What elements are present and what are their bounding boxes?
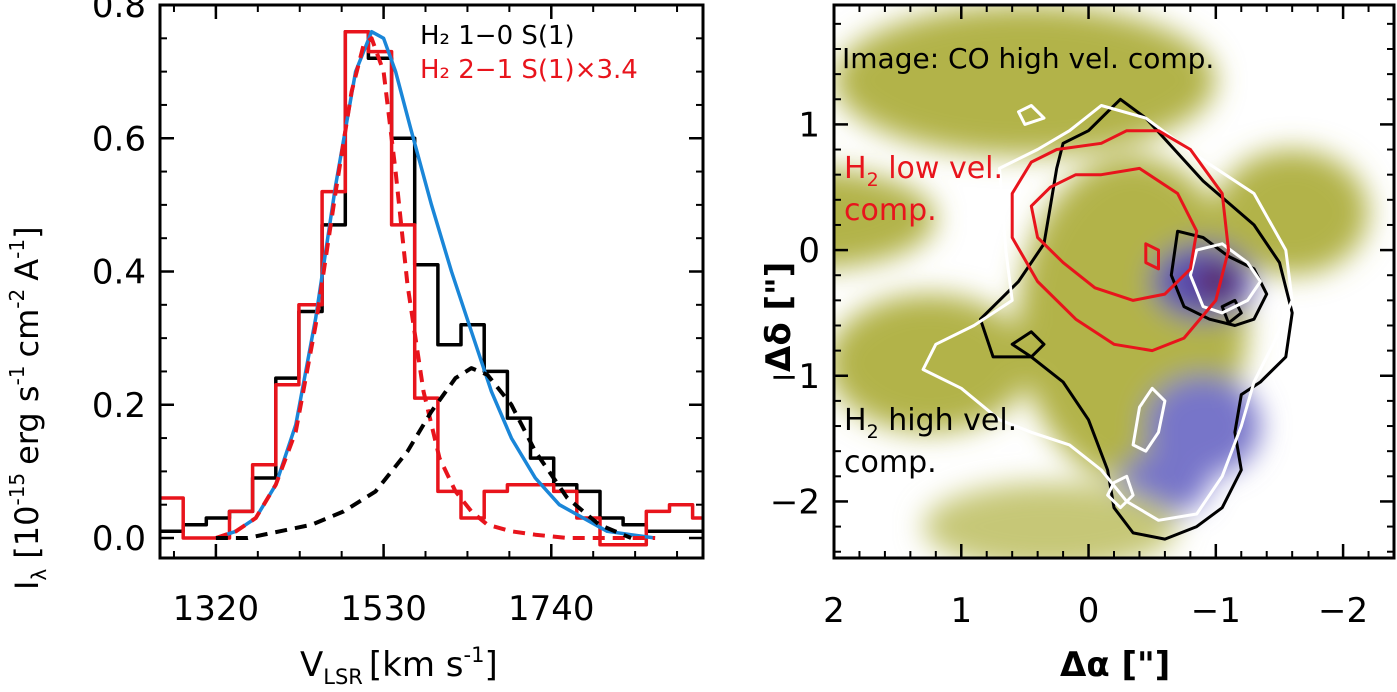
- spectrum-y-tick-label: 0.0: [92, 519, 146, 559]
- co-map-title: Image: CO high vel. comp.: [842, 42, 1214, 75]
- co-contour: [1188, 242, 1262, 315]
- co-map-x-tick-label: 1: [950, 591, 972, 631]
- total-fit-curve: [215, 29, 656, 540]
- co-map-y-axis-label: Δδ ["]: [759, 262, 799, 372]
- h2-10-spectrum-steps: [160, 29, 703, 534]
- h2-low-vel-contour: [1144, 242, 1160, 271]
- co-emission-blob: [834, 5, 1216, 156]
- spectrum-y-tick-label: 0.6: [92, 119, 146, 159]
- co-map-y-tick-label: −2: [770, 482, 820, 522]
- co-map-x-axis-label: Δα ["]: [1060, 645, 1170, 685]
- co-contour: [921, 104, 1294, 522]
- h2-high-vel-contour: [1010, 330, 1046, 359]
- h2-high-vel-annotation: H2 high vel. comp.: [844, 403, 1017, 480]
- co-map-x-tick-label: 2: [823, 591, 845, 631]
- h2-low-vel-contour: [1029, 166, 1199, 302]
- co-map-image: [834, 5, 1394, 558]
- co-emission-blob: [834, 294, 1032, 433]
- contour-layer: [921, 97, 1294, 541]
- h2-high-vel-contour: [1220, 298, 1243, 325]
- spectrum-y-tick-label: 0.4: [92, 253, 146, 293]
- co-contour: [1106, 474, 1135, 510]
- h2-high-vel-contour: [1169, 229, 1269, 327]
- co-map-x-tick-label: −2: [1318, 591, 1368, 631]
- spectrum-x-axis-label: VLSR [km s-1]: [300, 643, 498, 689]
- co-contour: [1131, 386, 1167, 453]
- legend-entry-h2-21: H₂ 2−1 S(1)×3.4: [420, 55, 638, 85]
- spectrum-x-tick-label: 1740: [508, 589, 595, 629]
- co-map-x-tick-label: −1: [1191, 591, 1241, 631]
- spectrum-y-tick-label: 0.8: [92, 0, 146, 26]
- spectrum-y-tick-label: 0.2: [92, 386, 146, 426]
- co-emission-blob: [1196, 266, 1235, 297]
- co-emission-layer: [834, 5, 1369, 558]
- co-emission-blob: [1215, 149, 1369, 276]
- co-map-y-tick-label: −1: [770, 357, 820, 397]
- co-map-y-tick-label: 1: [798, 105, 820, 145]
- spectrum-plot-frame: [158, 3, 705, 560]
- h2-low-vel-annotation: H2 low vel. comp.: [844, 151, 1003, 228]
- spectrum-x-tick-label: 1530: [340, 589, 427, 629]
- legend-entry-h2-10: H₂ 1−0 S(1): [420, 21, 575, 51]
- high-vel-component-curve: [215, 366, 632, 540]
- co-contour: [966, 210, 989, 233]
- co-map-x-tick-label: 0: [1078, 591, 1100, 631]
- spectrum-ticks: 1320 1530 1740 0.0 0.2 0.4 0.6 0.8: [92, 0, 703, 629]
- spectrum-x-tick-label: 1320: [173, 589, 260, 629]
- spectrum-y-axis-label: Iλ[10-15erg s-1cm-2A-1]: [5, 226, 51, 590]
- co-contour: [1017, 104, 1046, 126]
- low-vel-component-curve: [215, 36, 656, 540]
- co-map-panel: 2 1 0 −1 −210−1−2 Image: CO high vel. comp. …: [759, 3, 1396, 685]
- co-emission-blob: [834, 169, 936, 268]
- spectrum-series-layer: [160, 29, 703, 547]
- h2-low-vel-contour: [1010, 129, 1230, 353]
- co-map-ticks: 2 1 0 −1 −2 1 0 −1 −2: [770, 5, 1395, 631]
- h2-21-spectrum-steps: [160, 29, 703, 547]
- co-map-y-tick-label: 0: [798, 231, 820, 271]
